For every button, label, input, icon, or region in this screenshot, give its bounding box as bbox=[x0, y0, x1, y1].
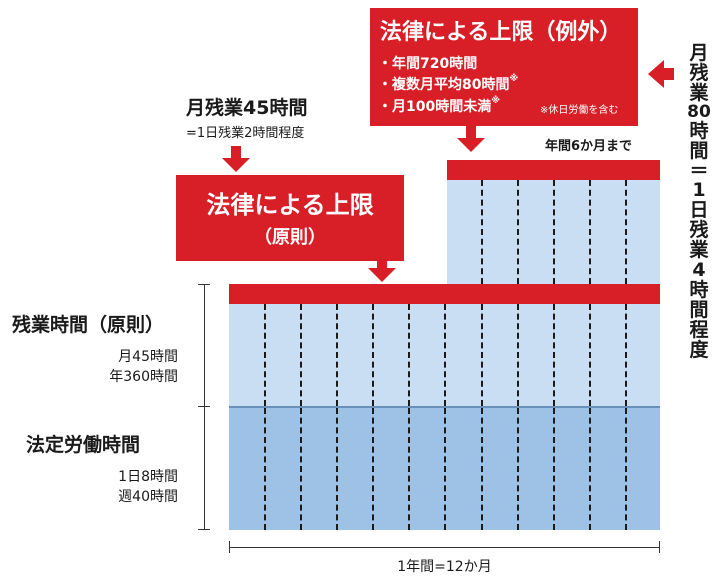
month-divider bbox=[589, 180, 591, 284]
bottom-bracket bbox=[229, 547, 660, 548]
month-divider bbox=[372, 304, 374, 406]
vertical-char: ＝ bbox=[689, 159, 709, 182]
vertical-char: 程 bbox=[689, 319, 709, 342]
area-separator bbox=[229, 406, 660, 408]
vertical-char: 業 bbox=[689, 239, 709, 262]
month-divider bbox=[264, 304, 266, 406]
legal-hours-area bbox=[229, 408, 660, 530]
month-divider bbox=[553, 180, 555, 284]
month-divider bbox=[481, 304, 483, 406]
bottom-bracket-tick-right bbox=[659, 541, 660, 553]
month-divider bbox=[481, 180, 483, 284]
principle-limit-title: 法律による上限 bbox=[206, 191, 374, 219]
vertical-char: 1 bbox=[692, 179, 706, 202]
overtime-label-title: 残業時間（原則） bbox=[12, 314, 165, 336]
exception-limit-title: 法律による上限（例外） bbox=[380, 20, 622, 45]
vertical-char: 80 bbox=[687, 101, 711, 122]
month-divider bbox=[589, 408, 591, 530]
month-divider bbox=[300, 304, 302, 406]
month-divider bbox=[408, 408, 410, 530]
overtime-label-monthly: 月45時間 bbox=[118, 349, 178, 365]
month-divider bbox=[517, 408, 519, 530]
month-divider bbox=[517, 180, 519, 284]
vertical-char: 残 bbox=[689, 219, 709, 242]
principle-limit-subtitle: （原則） bbox=[254, 227, 326, 248]
left-bracket-tick-top bbox=[198, 284, 210, 285]
month-divider bbox=[481, 408, 483, 530]
monthly-45-title: 月残業45時間 bbox=[186, 97, 308, 119]
vertical-char: 4 bbox=[692, 259, 706, 282]
holiday-note: ※休日労働を含む bbox=[540, 105, 619, 116]
left-bracket bbox=[204, 284, 205, 530]
exception-extension-area bbox=[447, 180, 660, 284]
exception-item-average-text: ・複数月平均80時間 bbox=[378, 77, 510, 93]
principle-limit-box: 法律による上限 （原則） bbox=[176, 175, 404, 261]
month-divider bbox=[300, 408, 302, 530]
arrow-down-icon bbox=[368, 268, 396, 282]
left-bracket-tick-mid bbox=[198, 406, 210, 407]
legal-hours-title: 法定労働時間 bbox=[26, 434, 141, 456]
vertical-label: 月 残 業 80 時 間 ＝ 1 日 残 業 4 時 間 程 度 bbox=[684, 42, 714, 361]
principle-limit-band bbox=[229, 284, 660, 304]
exception-item-monthly: ・月100時間未満※ bbox=[378, 96, 500, 116]
month-divider bbox=[336, 408, 338, 530]
vertical-char: 時 bbox=[689, 279, 709, 302]
left-bracket-tick-bottom bbox=[198, 529, 210, 530]
exception-limit-band bbox=[447, 160, 660, 180]
monthly-45-subtitle: =1日残業2時間程度 bbox=[186, 126, 305, 141]
month-divider bbox=[517, 304, 519, 406]
exception-duration-label: 年間6か月まで bbox=[545, 139, 633, 154]
month-divider bbox=[336, 304, 338, 406]
vertical-char: 度 bbox=[689, 338, 709, 361]
month-divider bbox=[408, 304, 410, 406]
month-divider bbox=[625, 180, 627, 284]
month-divider bbox=[553, 304, 555, 406]
exception-item-monthly-text: ・月100時間未満 bbox=[378, 99, 492, 115]
arrow-left-stem bbox=[662, 68, 674, 80]
month-divider bbox=[625, 408, 627, 530]
vertical-char: 時 bbox=[689, 119, 709, 142]
asterisk-mark: ※ bbox=[509, 74, 519, 84]
month-divider bbox=[553, 408, 555, 530]
exception-item-annual: ・年間720時間 bbox=[378, 56, 478, 72]
legal-hours-daily: 1日8時間 bbox=[118, 469, 178, 485]
month-divider bbox=[372, 408, 374, 530]
arrow-down-icon bbox=[457, 138, 485, 152]
exception-item-average: ・複数月平均80時間※ bbox=[378, 74, 518, 94]
month-divider bbox=[264, 408, 266, 530]
vertical-char: 間 bbox=[689, 299, 709, 322]
vertical-char: 残 bbox=[689, 61, 709, 84]
month-divider bbox=[444, 304, 446, 406]
arrow-down-icon bbox=[222, 158, 250, 172]
bottom-bracket-tick-left bbox=[229, 541, 230, 553]
exception-limit-box: 法律による上限（例外） ・年間720時間 ・複数月平均80時間※ ・月100時間… bbox=[370, 8, 638, 126]
overtime-label-annual: 年360時間 bbox=[109, 369, 178, 385]
monthly-arrow-stem bbox=[231, 146, 241, 158]
month-divider bbox=[444, 408, 446, 530]
vertical-char: 日 bbox=[689, 199, 709, 222]
year-label: 1年間=12か月 bbox=[397, 559, 492, 575]
legal-hours-weekly: 週40時間 bbox=[118, 489, 178, 505]
month-divider bbox=[589, 304, 591, 406]
vertical-char: 月 bbox=[689, 42, 709, 64]
asterisk-mark: ※ bbox=[491, 96, 500, 106]
month-divider bbox=[625, 304, 627, 406]
vertical-char: 業 bbox=[689, 81, 709, 104]
vertical-char: 間 bbox=[689, 139, 709, 162]
overtime-area bbox=[229, 304, 660, 406]
principle-arrow-stem bbox=[377, 261, 387, 268]
exception-arrow-stem bbox=[466, 126, 476, 138]
arrow-left-icon bbox=[648, 60, 664, 88]
